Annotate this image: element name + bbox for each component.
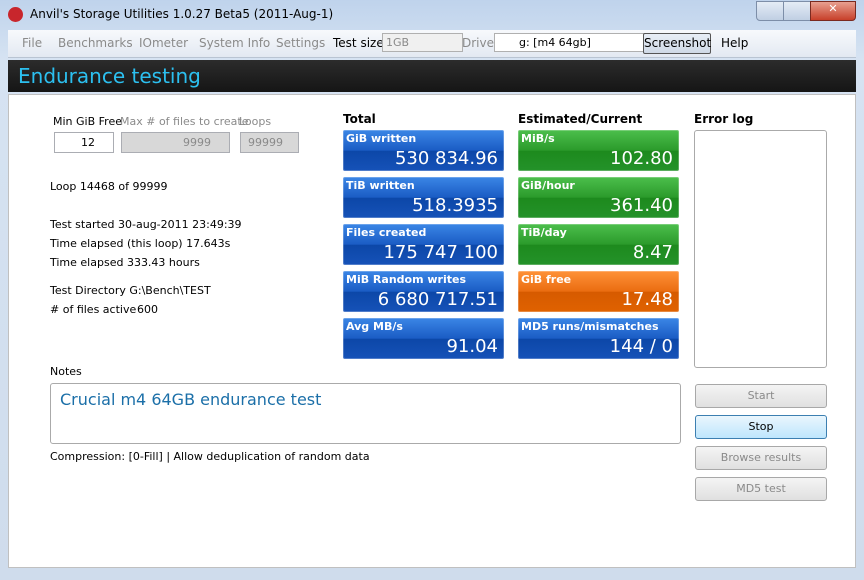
help-menu[interactable]: Help [721, 36, 749, 50]
action-button[interactable]: MD5 test [695, 477, 827, 501]
stat-tile: GiB written 530 834.96 [343, 130, 504, 171]
maximize-button[interactable] [783, 1, 811, 21]
tile-value: 6 680 717.51 [377, 289, 498, 310]
stat-tile: Files created 175 747 100 [343, 224, 504, 265]
close-button[interactable]: ✕ [810, 1, 856, 21]
tile-label: MiB Random writes [346, 273, 467, 286]
minimize-button[interactable] [756, 1, 784, 21]
stat-tile: MD5 runs/mismatches 144 / 0 [518, 318, 679, 359]
tile-value: 175 747 100 [383, 242, 498, 263]
notes-label: Notes [50, 365, 82, 378]
tile-label: Avg MB/s [346, 320, 403, 333]
menu-item[interactable]: System Info [199, 36, 271, 50]
tile-value: 361.40 [610, 195, 673, 216]
header-bar: Endurance testing [8, 60, 856, 92]
notes-box[interactable]: Crucial m4 64GB endurance test [50, 383, 681, 444]
drive-label: Drive [462, 36, 494, 50]
field-label: Loops [239, 115, 272, 128]
totals-title: Total [343, 112, 376, 126]
min-free-spinner[interactable]: 12 [54, 132, 114, 153]
loops-spinner[interactable]: 99999 [240, 132, 299, 153]
tile-label: MD5 runs/mismatches [521, 320, 659, 333]
field-value: 99999 [248, 136, 283, 149]
stat-tile: MiB Random writes 6 680 717.51 [343, 271, 504, 312]
tile-value: 530 834.96 [394, 148, 498, 169]
menu-item[interactable]: Benchmarks [58, 36, 133, 50]
tile-label: TiB written [346, 179, 415, 192]
tile-label: Files created [346, 226, 427, 239]
action-button[interactable]: Stop [695, 415, 827, 439]
tile-value: 144 / 0 [609, 336, 673, 357]
compression-info: Compression: [0-Fill] | Allow deduplicat… [50, 450, 370, 463]
error-log-box[interactable] [694, 130, 827, 368]
tile-value: 8.47 [632, 242, 673, 263]
tile-value: 518.3935 [412, 195, 498, 216]
test-size-label: Test size [333, 36, 384, 50]
tile-label: GiB/hour [521, 179, 575, 192]
tile-value: 17.48 [621, 289, 673, 310]
tile-label: GiB free [521, 273, 572, 286]
screenshot-button[interactable]: Screenshot [643, 33, 711, 54]
stat-tile: TiB written 518.3935 [343, 177, 504, 218]
action-button[interactable]: Start [695, 384, 827, 408]
estimated-title: Estimated/Current [518, 112, 643, 126]
tile-value: 102.80 [610, 148, 673, 169]
test-directory: Test Directory G:\Bench\TEST [50, 284, 211, 297]
error-log-title: Error log [694, 112, 754, 126]
stat-tile: GiB/hour 361.40 [518, 177, 679, 218]
stat-tile: GiB free 17.48 [518, 271, 679, 312]
action-button[interactable]: Browse results [695, 446, 827, 470]
status-line: Time elapsed 333.43 hours [50, 256, 200, 269]
menu-item[interactable]: IOmeter [139, 36, 189, 50]
tile-label: GiB written [346, 132, 417, 145]
files-active-label: # of files active [50, 303, 137, 316]
menu-item[interactable]: File [22, 36, 43, 50]
loop-status: Loop 14468 of 99999 [50, 180, 168, 193]
header-title: Endurance testing [18, 64, 201, 88]
field-value: 9999 [183, 136, 211, 149]
stat-tile: TiB/day 8.47 [518, 224, 679, 265]
status-line: Test started 30-aug-2011 23:49:39 [50, 218, 242, 231]
field-label: Max # of files to create [120, 115, 249, 128]
stat-tile: MiB/s 102.80 [518, 130, 679, 171]
app-icon [8, 7, 23, 22]
notes-text: Crucial m4 64GB endurance test [60, 390, 322, 409]
files-active-value: 600 [137, 303, 158, 316]
menu-bar: File Benchmarks IOmeter System Info Settings… [8, 30, 856, 58]
window-title: Anvil's Storage Utilities 1.0.27 Beta5 (… [30, 7, 334, 21]
tile-value: 91.04 [446, 336, 498, 357]
max-files-spinner[interactable]: 9999 [121, 132, 230, 153]
menu-item[interactable]: Settings [276, 36, 326, 50]
field-label: Min GiB Free [53, 115, 122, 128]
tile-label: TiB/day [521, 226, 567, 239]
test-size-combo[interactable]: 1GB [382, 33, 463, 52]
status-line: Time elapsed (this loop) 17.643s [50, 237, 231, 250]
stat-tile: Avg MB/s 91.04 [343, 318, 504, 359]
drive-combo[interactable]: g: [m4 64gb] [494, 33, 660, 52]
field-value: 12 [81, 136, 95, 149]
tile-label: MiB/s [521, 132, 555, 145]
